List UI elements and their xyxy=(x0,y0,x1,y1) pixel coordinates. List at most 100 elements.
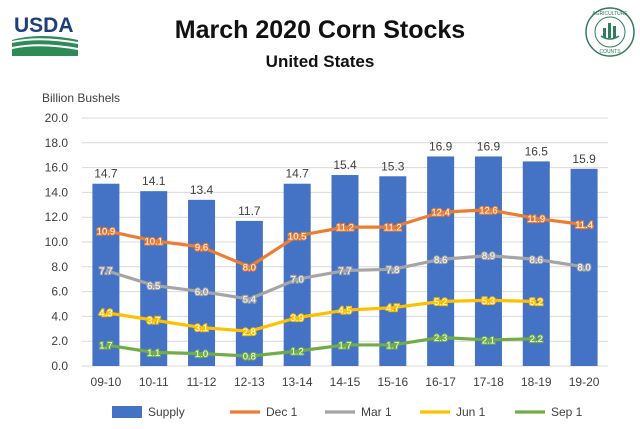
x-tick-label: 14-15 xyxy=(330,375,361,389)
y-tick-label: 0.0 xyxy=(51,359,68,373)
x-tick-label: 16-17 xyxy=(425,375,456,389)
line-data-label: 3.1 xyxy=(195,323,208,334)
line-data-label: 6.0 xyxy=(195,287,208,298)
y-tick-label: 20.0 xyxy=(45,111,69,125)
line-data-label: 4.5 xyxy=(338,306,351,317)
line-data-label: 10.5 xyxy=(288,231,307,242)
line-data-label: 6.5 xyxy=(147,281,160,292)
bar-data-label: 15.9 xyxy=(572,152,596,166)
usda-logo-text: USDA xyxy=(14,14,74,37)
bar-data-label: 15.3 xyxy=(381,159,405,173)
line-mar-1 xyxy=(105,254,585,301)
line-data-label: 3.7 xyxy=(147,316,160,327)
line-data-label: 7.8 xyxy=(386,265,399,276)
bar-data-label: 16.5 xyxy=(525,144,549,158)
line-data-label: 5.3 xyxy=(482,296,495,307)
line-data-label: 5.2 xyxy=(434,297,447,308)
line-jun-1 xyxy=(105,298,537,333)
line-data-label: 2.1 xyxy=(482,335,495,346)
line-sep-1 xyxy=(105,335,537,358)
bar-supply xyxy=(379,176,407,366)
line-data-label: 1.7 xyxy=(338,340,351,351)
line-data-label: 8.0 xyxy=(243,262,256,273)
y-axis-label: Billion Bushels xyxy=(42,91,120,105)
line-dec-1 xyxy=(105,208,585,269)
bar-data-label: 16.9 xyxy=(429,139,453,153)
x-tick-label: 19-20 xyxy=(569,375,600,389)
line-data-label: 12.6 xyxy=(479,205,498,216)
line-data-label: 8.6 xyxy=(434,255,447,266)
bar-data-label: 13.4 xyxy=(190,183,214,197)
legend-label-mar-1: Mar 1 xyxy=(361,405,392,419)
y-tick-label: 18.0 xyxy=(45,136,69,150)
x-tick-label: 17-18 xyxy=(473,375,504,389)
line-data-label: 1.1 xyxy=(147,348,160,359)
bar-data-label: 16.9 xyxy=(477,139,501,153)
line-data-label: 10.9 xyxy=(97,226,116,237)
line-data-label: 10.1 xyxy=(144,236,163,247)
legend-label-sep-1: Sep 1 xyxy=(551,405,583,419)
agriculture-counts-seal: AGRICULTURE COUNTS xyxy=(585,7,635,57)
y-tick-label: 2.0 xyxy=(51,334,68,348)
line-data-label: 4.7 xyxy=(386,303,399,314)
line-data-label: 9.6 xyxy=(195,242,208,253)
legend-label-jun-1: Jun 1 xyxy=(456,405,486,419)
line-data-label: 0.8 xyxy=(243,352,256,363)
line-data-label: 7.7 xyxy=(338,266,351,277)
legend-label-supply: Supply xyxy=(148,405,185,419)
line-data-label: 7.7 xyxy=(99,266,112,277)
x-tick-label: 09-10 xyxy=(91,375,122,389)
x-tick-label: 18-19 xyxy=(521,375,552,389)
line-data-label: 3.9 xyxy=(291,313,304,324)
line-data-label: 11.2 xyxy=(384,223,402,234)
y-tick-label: 14.0 xyxy=(45,185,69,199)
y-tick-label: 8.0 xyxy=(51,260,68,274)
line-data-label: 8.9 xyxy=(482,251,495,262)
legend-label-dec-1: Dec 1 xyxy=(266,405,298,419)
line-data-label: 11.9 xyxy=(527,214,545,225)
y-tick-label: 12.0 xyxy=(45,210,69,224)
x-tick-label: 12-13 xyxy=(234,375,265,389)
line-data-label: 7.0 xyxy=(291,275,304,286)
seal-bottom-text: COUNTS xyxy=(599,49,621,55)
line-data-label: 8.0 xyxy=(577,262,590,273)
y-tick-label: 16.0 xyxy=(45,161,69,175)
y-tick-label: 6.0 xyxy=(51,285,68,299)
line-data-label: 8.6 xyxy=(530,255,543,266)
line-data-label: 1.7 xyxy=(386,340,399,351)
bar-supply xyxy=(140,191,168,366)
line-data-label: 1.2 xyxy=(291,347,304,358)
bar-supply xyxy=(235,220,263,366)
y-tick-label: 10.0 xyxy=(45,235,69,249)
bar-supply xyxy=(474,156,502,366)
bar-supply xyxy=(570,168,598,366)
chart-subtitle: United States xyxy=(265,52,375,71)
bar-data-label: 14.1 xyxy=(142,174,166,188)
x-tick-label: 13-14 xyxy=(282,375,313,389)
line-data-label: 2.8 xyxy=(243,327,256,338)
line-data-label: 4.3 xyxy=(99,308,112,319)
x-tick-label: 10-11 xyxy=(139,375,169,389)
line-data-label: 5.2 xyxy=(530,297,543,308)
line-data-label: 1.0 xyxy=(195,349,208,360)
bar-supply xyxy=(188,199,216,366)
usda-logo: USDA xyxy=(11,14,79,56)
y-tick-label: 4.0 xyxy=(51,309,68,323)
seal-top-text: AGRICULTURE xyxy=(592,11,628,17)
bar-data-label: 14.7 xyxy=(94,167,118,181)
legend-swatch-supply xyxy=(112,406,142,418)
line-data-label: 1.7 xyxy=(99,340,112,351)
line-data-label: 11.4 xyxy=(575,220,593,231)
bar-data-label: 15.4 xyxy=(333,158,357,172)
line-data-label: 5.4 xyxy=(243,295,256,306)
line-data-label: 12.4 xyxy=(431,208,450,219)
line-data-label: 2.2 xyxy=(530,334,543,345)
bar-supply xyxy=(522,161,550,366)
x-tick-label: 15-16 xyxy=(377,375,408,389)
bar-data-label: 11.7 xyxy=(238,204,261,218)
corn-stocks-chart: Billion Bushels 0.0 2.0 4.0 6.0 8.0 10.0 12.0 14… xyxy=(42,91,608,419)
line-data-label: 2.3 xyxy=(434,333,447,344)
chart-title: March 2020 Corn Stocks xyxy=(174,16,466,44)
bar-supply xyxy=(283,183,311,366)
x-tick-label: 11-12 xyxy=(187,375,217,389)
